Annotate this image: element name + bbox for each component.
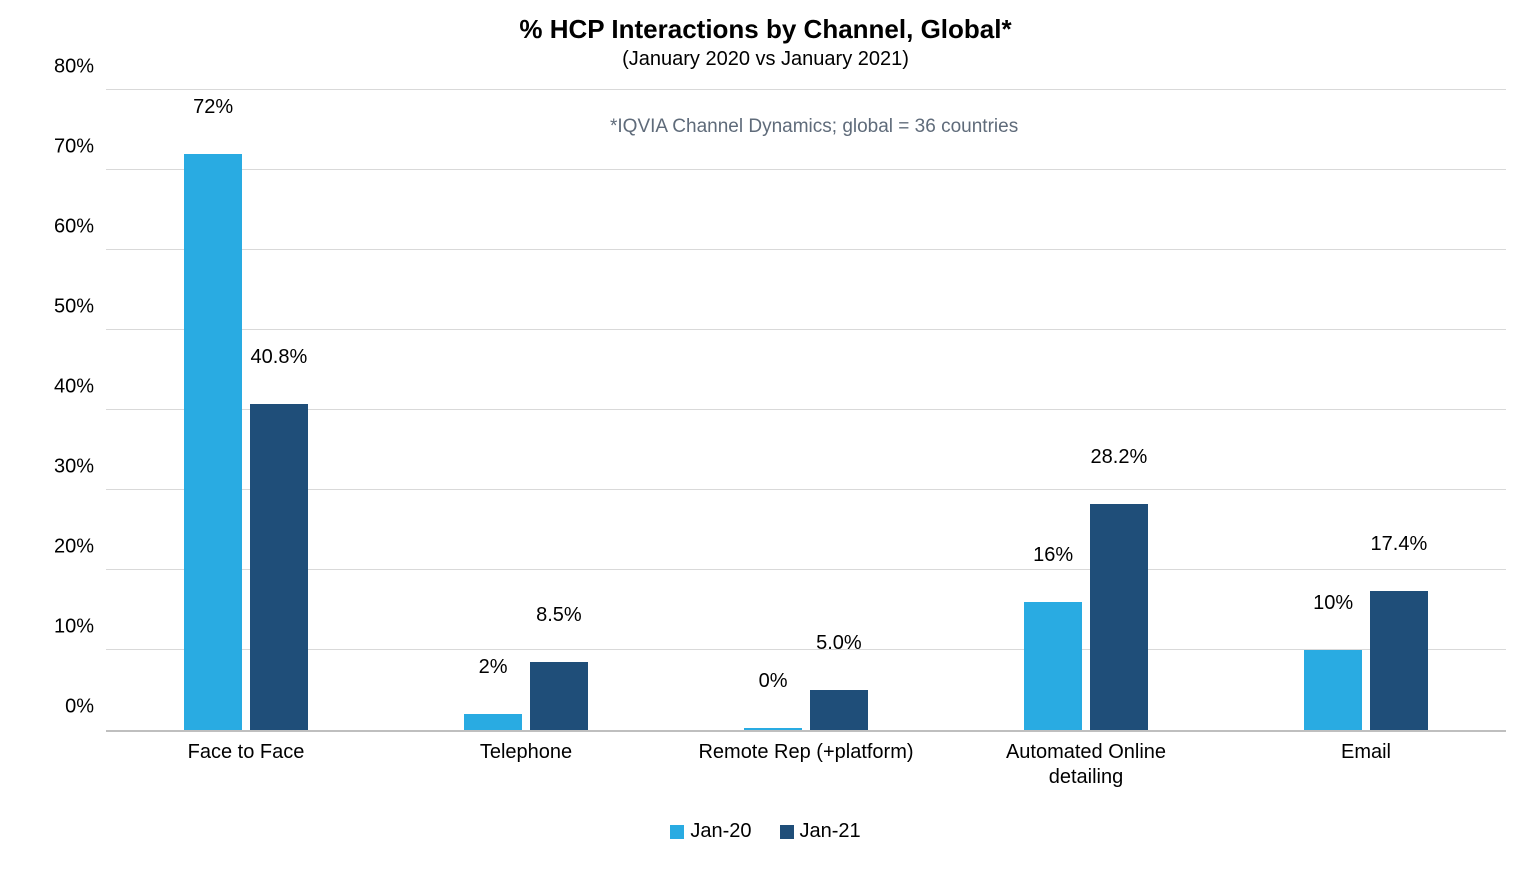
category-label: Automated Online detailing — [1006, 740, 1166, 790]
bar-value-label: 8.5% — [536, 604, 582, 633]
legend-swatch — [780, 825, 794, 839]
bar-value-label: 2% — [479, 656, 508, 685]
gridline — [106, 329, 1506, 330]
gridline — [106, 89, 1506, 90]
y-tick-label: 30% — [54, 456, 106, 479]
bar-jan20 — [184, 154, 241, 730]
bar-value-label: 16% — [1033, 544, 1073, 573]
legend-item: Jan-21 — [780, 820, 861, 843]
y-tick-label: 80% — [54, 56, 106, 79]
legend: Jan-20 Jan-21 — [0, 820, 1531, 843]
gridline — [106, 169, 1506, 170]
bar-value-label: 0% — [759, 670, 788, 699]
category-label: Face to Face — [188, 740, 305, 765]
y-tick-label: 0% — [65, 696, 106, 719]
gridline — [106, 649, 1506, 650]
y-tick-label: 40% — [54, 376, 106, 399]
bar-jan20 — [1304, 650, 1361, 730]
category-label: Telephone — [480, 740, 572, 765]
bar-value-label: 5.0% — [816, 632, 862, 661]
bar-value-label: 17.4% — [1371, 533, 1428, 562]
gridline — [106, 249, 1506, 250]
bar-value-label: 72% — [193, 96, 233, 125]
legend-label: Jan-20 — [690, 820, 751, 843]
chart-container: % HCP Interactions by Channel, Global* (… — [0, 0, 1531, 882]
gridline — [106, 409, 1506, 410]
category-label: Email — [1341, 740, 1391, 765]
legend-item: Jan-20 — [670, 820, 751, 843]
bar-value-label: 10% — [1313, 592, 1353, 621]
chart-subtitle: (January 2020 vs January 2021) — [0, 48, 1531, 71]
bar-jan20 — [1024, 602, 1081, 730]
bar-jan21 — [250, 404, 307, 730]
chart-title: % HCP Interactions by Channel, Global* — [0, 14, 1531, 45]
bar-value-label: 40.8% — [251, 346, 308, 375]
y-tick-label: 70% — [54, 136, 106, 159]
chart-footnote: *IQVIA Channel Dynamics; global = 36 cou… — [610, 116, 1018, 138]
gridline — [106, 569, 1506, 570]
gridline — [106, 489, 1506, 490]
plot-area: 0%10%20%30%40%50%60%70%80%*IQVIA Channel… — [106, 90, 1506, 732]
bar-jan21 — [810, 690, 867, 730]
legend-label: Jan-21 — [800, 820, 861, 843]
legend-swatch — [670, 825, 684, 839]
bar-jan21 — [530, 662, 587, 730]
y-tick-label: 60% — [54, 216, 106, 239]
bar-jan20 — [464, 714, 521, 730]
bar-value-label: 28.2% — [1091, 446, 1148, 475]
bar-jan20 — [744, 728, 801, 730]
bar-jan21 — [1370, 591, 1427, 730]
y-tick-label: 10% — [54, 616, 106, 639]
y-tick-label: 20% — [54, 536, 106, 559]
bar-jan21 — [1090, 504, 1147, 730]
category-label: Remote Rep (+platform) — [698, 740, 913, 765]
y-tick-label: 50% — [54, 296, 106, 319]
